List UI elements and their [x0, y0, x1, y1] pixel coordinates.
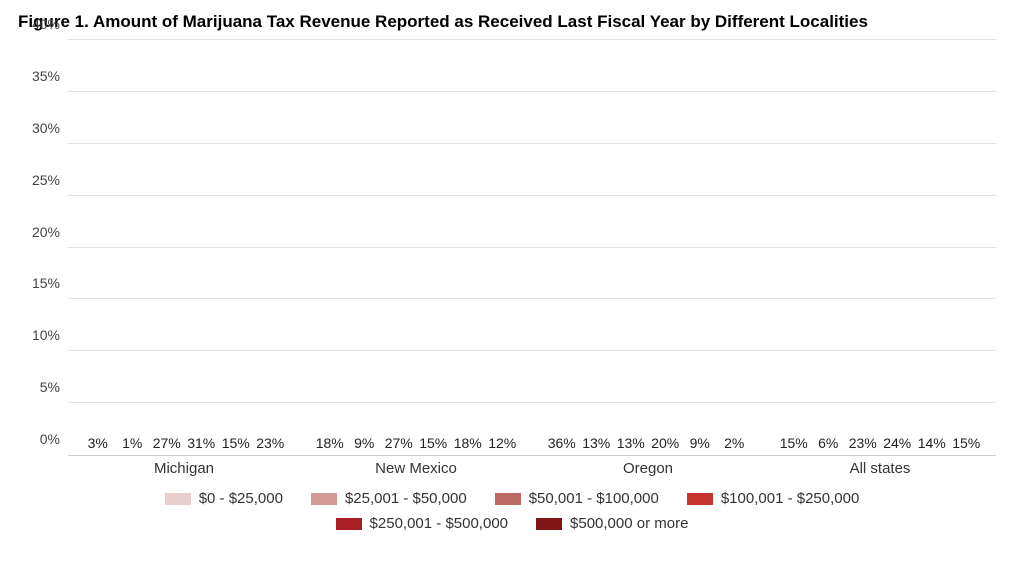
y-tick-label: 25% — [20, 172, 60, 188]
y-tick-label: 15% — [20, 275, 60, 291]
legend-label: $0 - $25,000 — [199, 490, 283, 507]
bar-value-label: 2% — [724, 435, 744, 451]
bar-group: 3% 1% 27% 31% 15% 23% — [68, 40, 300, 455]
gridline — [68, 91, 996, 92]
gridline — [68, 195, 996, 196]
legend-swatch — [687, 493, 713, 505]
bar-groups: 3% 1% 27% 31% 15% 23% 18% 9% 27% 15% 18% 12% 36% 13% 1… — [68, 40, 996, 455]
x-tick-label: All states — [764, 456, 996, 480]
chart-title: Figure 1. Amount of Marijuana Tax Revenu… — [18, 12, 1006, 32]
gridline — [68, 247, 996, 248]
legend-swatch — [536, 518, 562, 530]
bar-value-label: 9% — [354, 435, 374, 451]
bar-value-label: 24% — [883, 435, 911, 451]
bar-group: 15% 6% 23% 24% 14% 15% — [764, 40, 996, 455]
bar-group: 36% 13% 13% 20% 9% 2% — [532, 40, 764, 455]
gridline — [68, 39, 996, 40]
bar-value-label: 20% — [651, 435, 679, 451]
bar-value-label: 13% — [582, 435, 610, 451]
bar-value-label: 15% — [222, 435, 250, 451]
legend-item: $25,001 - $50,000 — [311, 490, 467, 507]
gridline — [68, 350, 996, 351]
bar-value-label: 18% — [316, 435, 344, 451]
y-tick-label: 10% — [20, 327, 60, 343]
legend-item: $500,000 or more — [536, 515, 688, 532]
bar-value-label: 27% — [385, 435, 413, 451]
y-tick-label: 0% — [20, 431, 60, 447]
y-tick-label: 40% — [20, 16, 60, 32]
legend-swatch — [165, 493, 191, 505]
gridline — [68, 143, 996, 144]
legend-swatch — [336, 518, 362, 530]
x-tick-label: Michigan — [68, 456, 300, 480]
legend-label: $25,001 - $50,000 — [345, 490, 467, 507]
y-tick-label: 20% — [20, 224, 60, 240]
legend-item: $50,001 - $100,000 — [495, 490, 659, 507]
bar-value-label: 13% — [617, 435, 645, 451]
legend-swatch — [311, 493, 337, 505]
gridline — [68, 298, 996, 299]
bar-value-label: 15% — [780, 435, 808, 451]
bar-value-label: 3% — [88, 435, 108, 451]
legend-label: $250,001 - $500,000 — [370, 515, 508, 532]
y-tick-label: 5% — [20, 379, 60, 395]
bar-value-label: 23% — [256, 435, 284, 451]
gridline — [68, 402, 996, 403]
bar-value-label: 36% — [548, 435, 576, 451]
bar-value-label: 9% — [690, 435, 710, 451]
y-tick-label: 30% — [20, 120, 60, 136]
legend-item: $100,001 - $250,000 — [687, 490, 859, 507]
y-tick-label: 35% — [20, 68, 60, 84]
bar-group: 18% 9% 27% 15% 18% 12% — [300, 40, 532, 455]
legend-label: $500,000 or more — [570, 515, 688, 532]
bar-value-label: 31% — [187, 435, 215, 451]
legend-swatch — [495, 493, 521, 505]
bar-value-label: 27% — [153, 435, 181, 451]
plot-area: 3% 1% 27% 31% 15% 23% 18% 9% 27% 15% 18% 12% 36% 13% 1… — [68, 40, 996, 456]
bar-value-label: 14% — [918, 435, 946, 451]
bar-value-label: 12% — [488, 435, 516, 451]
x-tick-label: New Mexico — [300, 456, 532, 480]
x-tick-label: Oregon — [532, 456, 764, 480]
bar-value-label: 1% — [122, 435, 142, 451]
legend: $0 - $25,000 $25,001 - $50,000 $50,001 - $… — [18, 490, 1006, 532]
legend-label: $100,001 - $250,000 — [721, 490, 859, 507]
legend-item: $0 - $25,000 — [165, 490, 283, 507]
bar-value-label: 18% — [454, 435, 482, 451]
bar-value-label: 15% — [419, 435, 447, 451]
legend-label: $50,001 - $100,000 — [529, 490, 659, 507]
bar-value-label: 23% — [849, 435, 877, 451]
chart-area: 3% 1% 27% 31% 15% 23% 18% 9% 27% 15% 18% 12% 36% 13% 1… — [68, 40, 996, 480]
bar-value-label: 6% — [818, 435, 838, 451]
legend-item: $250,001 - $500,000 — [336, 515, 508, 532]
bar-value-label: 15% — [952, 435, 980, 451]
x-axis-labels: MichiganNew MexicoOregonAll states — [68, 456, 996, 480]
